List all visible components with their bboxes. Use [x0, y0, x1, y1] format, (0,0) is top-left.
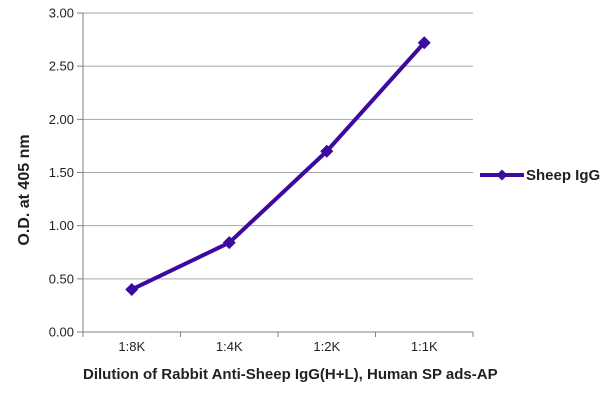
data-point-marker — [125, 282, 139, 296]
y-tick-label: 1.00 — [49, 218, 74, 233]
legend-series-label: Sheep IgG — [526, 166, 600, 184]
legend: Sheep IgG — [480, 166, 600, 184]
series-line — [129, 40, 427, 292]
data-point-marker — [417, 36, 431, 50]
x-tick-label: 1:1K — [411, 339, 438, 354]
legend-line-marker-icon — [480, 169, 524, 181]
data-point-marker — [222, 236, 236, 250]
y-tick-label: 2.50 — [49, 59, 74, 74]
y-tick-label: 3.00 — [49, 6, 74, 21]
y-tick-label: 0.50 — [49, 271, 74, 286]
y-tick-label: 0.00 — [49, 325, 74, 340]
x-axis-title: Dilution of Rabbit Anti-Sheep IgG(H+L), … — [83, 366, 498, 383]
x-tick-label: 1:2K — [313, 339, 340, 354]
y-tick-label: 2.00 — [49, 112, 74, 127]
y-axis-title: O.D. at 405 nm — [16, 134, 33, 246]
x-tick-label: 1:8K — [118, 339, 145, 354]
y-tick-label: 1.50 — [49, 165, 74, 180]
x-tick-label: 1:4K — [216, 339, 243, 354]
data-point-marker — [320, 144, 334, 158]
